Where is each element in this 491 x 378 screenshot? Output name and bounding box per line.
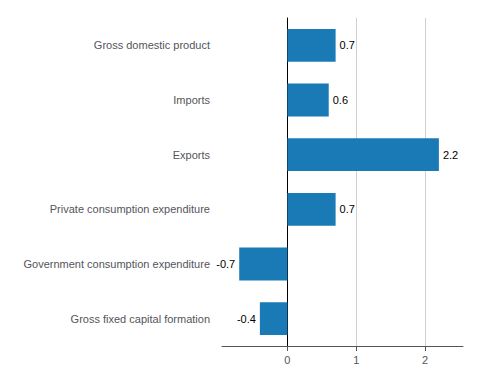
svg-text:Private consumption expenditur: Private consumption expenditure: [50, 203, 210, 215]
svg-text:2: 2: [422, 354, 428, 366]
svg-text:1: 1: [353, 354, 359, 366]
svg-text:Gross domestic product: Gross domestic product: [94, 39, 210, 51]
svg-text:2.2: 2.2: [443, 149, 458, 161]
svg-text:Exports: Exports: [173, 149, 211, 161]
svg-text:Gross fixed capital formation: Gross fixed capital formation: [71, 313, 210, 325]
svg-text:0.6: 0.6: [333, 94, 348, 106]
svg-text:-0.4: -0.4: [237, 313, 256, 325]
svg-text:-0.7: -0.7: [216, 258, 235, 270]
svg-text:Government consumption expendi: Government consumption expenditure: [24, 258, 211, 270]
svg-text:0: 0: [284, 354, 290, 366]
svg-text:0.7: 0.7: [340, 203, 355, 215]
svg-text:Imports: Imports: [173, 94, 210, 106]
svg-text:0.7: 0.7: [340, 39, 355, 51]
